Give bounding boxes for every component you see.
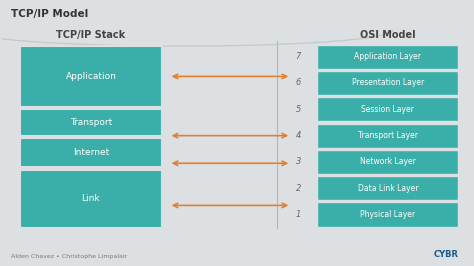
Text: 4: 4 (296, 131, 301, 140)
FancyBboxPatch shape (317, 150, 458, 174)
Text: Data Link Layer: Data Link Layer (357, 184, 418, 193)
FancyBboxPatch shape (317, 123, 458, 148)
Text: CYBR: CYBR (434, 250, 458, 259)
Text: TCP/IP Model: TCP/IP Model (11, 9, 88, 19)
Text: Network Layer: Network Layer (360, 157, 416, 167)
Text: Session Layer: Session Layer (361, 105, 414, 114)
FancyBboxPatch shape (317, 97, 458, 121)
Text: Application: Application (65, 72, 116, 81)
Text: Presentation Layer: Presentation Layer (352, 78, 424, 88)
Text: Physical Layer: Physical Layer (360, 210, 415, 219)
FancyBboxPatch shape (317, 71, 458, 95)
Text: Transport Layer: Transport Layer (358, 131, 418, 140)
Text: Alden Chavez • Christophe Limpalair: Alden Chavez • Christophe Limpalair (11, 254, 127, 259)
Text: 7: 7 (296, 52, 301, 61)
Text: 3: 3 (296, 157, 301, 167)
Text: OSI Model: OSI Model (360, 30, 416, 40)
FancyBboxPatch shape (317, 45, 458, 69)
FancyBboxPatch shape (317, 202, 458, 227)
Text: 5: 5 (296, 105, 301, 114)
Text: 6: 6 (296, 78, 301, 88)
FancyBboxPatch shape (317, 176, 458, 200)
Text: Application Layer: Application Layer (354, 52, 421, 61)
Text: Transport: Transport (70, 118, 112, 127)
Text: 2: 2 (296, 184, 301, 193)
Text: Link: Link (82, 194, 100, 203)
FancyBboxPatch shape (20, 109, 162, 136)
Text: 1: 1 (296, 210, 301, 219)
Text: TCP/IP Stack: TCP/IP Stack (56, 30, 126, 40)
FancyBboxPatch shape (20, 138, 162, 167)
FancyBboxPatch shape (20, 46, 162, 107)
Text: Internet: Internet (73, 148, 109, 157)
FancyBboxPatch shape (20, 170, 162, 228)
